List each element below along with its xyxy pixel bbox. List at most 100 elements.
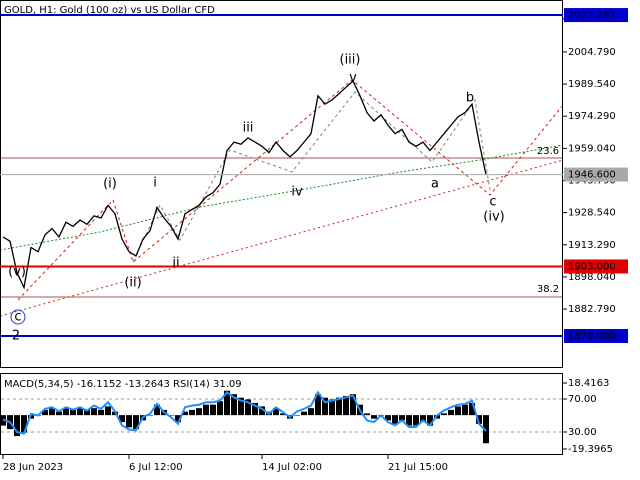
y-tick-label: 1913.290 [568, 240, 616, 251]
wave-label: 38.2 [537, 284, 559, 295]
y-tick-label: 18.4163 [568, 378, 609, 389]
price-line [2, 79, 487, 290]
level-label-box [564, 329, 628, 344]
macd-bar [315, 394, 321, 416]
wave-label: v [349, 71, 357, 86]
macd-bar [189, 409, 195, 416]
wave-circle [10, 309, 26, 325]
macd-bar [413, 415, 419, 426]
macd-bar [301, 411, 307, 416]
macd-bar [259, 406, 265, 416]
wave-label: (ii) [124, 276, 141, 291]
macd-bar [392, 415, 398, 424]
y-tick-label: 1898.040 [568, 272, 616, 283]
macd-bar [91, 408, 97, 416]
macd-bar [336, 397, 342, 416]
wave-label: c [489, 195, 496, 210]
macd-bar [476, 415, 482, 424]
macd-bar [21, 415, 27, 433]
wave-label: (iii) [340, 53, 361, 68]
macd-bar [455, 406, 461, 416]
macd-bar [322, 397, 328, 416]
x-tick-label: 6 Jul 12:00 [129, 462, 183, 473]
macd-bar [280, 413, 286, 416]
indicator-title: MACD(5,34,5) -16.1152 -13.2643 RSI(14) 3… [4, 379, 242, 390]
wave-label: (i) [103, 177, 117, 192]
macd-bar [14, 415, 20, 437]
wave-label: ii [172, 256, 179, 271]
macd-bar [217, 401, 223, 416]
wave-label: 23.6 [537, 146, 559, 157]
y-tick-label: 70.00 [568, 394, 597, 405]
macd-bar [420, 415, 426, 423]
macd-bar [399, 415, 405, 421]
macd-bar [175, 415, 181, 423]
y-tick-label: 1928.540 [568, 208, 616, 219]
macd-bar [56, 411, 62, 416]
wave-label: a [431, 177, 439, 192]
x-tick-label: 21 Jul 15:00 [388, 462, 448, 473]
subwave-line [132, 91, 491, 263]
level-label: 1946.600 [568, 170, 616, 181]
wave-label: (iv) [483, 210, 504, 225]
macd-bar [77, 408, 83, 416]
macd-bar [273, 408, 279, 416]
level-label: 1903.000 [568, 261, 616, 272]
macd-bar [28, 415, 34, 419]
y-tick-label: 1882.790 [568, 304, 616, 315]
macd-bar [294, 415, 300, 416]
macd-bar [308, 408, 314, 416]
macd-bar [224, 390, 230, 416]
macd-bar [196, 408, 202, 416]
macd-bar [182, 411, 188, 416]
level-label: 2022.287 [568, 10, 616, 21]
y-tick-label: 1959.040 [568, 143, 616, 154]
macd-bar [329, 399, 335, 416]
y-tick-label: -19.3965 [568, 444, 613, 455]
macd-bar [133, 415, 139, 430]
rsi-line [2, 390, 487, 435]
wave-label: iv [291, 185, 303, 200]
level-label-box [564, 167, 628, 182]
wave-label: c [14, 310, 21, 325]
y-tick-label: 30.00 [568, 427, 597, 438]
trend-line [0, 159, 564, 317]
macd-bar [441, 413, 447, 416]
macd-bar [98, 409, 104, 416]
macd-bar [49, 408, 55, 416]
macd-bar [70, 409, 76, 416]
macd-bar [105, 406, 111, 416]
wave-label: i [153, 176, 157, 191]
macd-bar [203, 404, 209, 416]
y-tick-label: 2004.790 [568, 47, 616, 58]
chart-title: GOLD, H1: Gold (100 oz) vs US Dollar CFD [4, 5, 215, 16]
macd-bar [63, 408, 69, 416]
x-tick-label: 28 Jun 2023 [3, 462, 63, 473]
macd-bar [343, 395, 349, 416]
y-tick-label: 1974.290 [568, 111, 616, 122]
macd-bar [350, 394, 356, 416]
macd-bar [364, 413, 370, 416]
macd-bar [119, 415, 125, 423]
macd-bar [238, 397, 244, 416]
level-label-box [564, 8, 628, 23]
macd-bar [126, 415, 132, 428]
wave-label: b [466, 91, 474, 106]
wave-label: 2 [12, 329, 20, 344]
indicator-frame [0, 373, 563, 455]
macd-bar [147, 415, 153, 416]
level-label-box [564, 259, 628, 274]
moving-average-line [0, 144, 564, 251]
macd-bar [483, 415, 489, 444]
macd-bar [448, 409, 454, 416]
level-label: 1870.000 [568, 331, 616, 342]
wave-label: (v) [8, 265, 26, 280]
macd-bar [462, 404, 468, 416]
main-frame [0, 0, 563, 368]
macd-bar [371, 415, 377, 419]
macd-bar [469, 402, 475, 416]
macd-bar [42, 409, 48, 416]
macd-bar [231, 394, 237, 416]
macd-bar [154, 404, 160, 416]
